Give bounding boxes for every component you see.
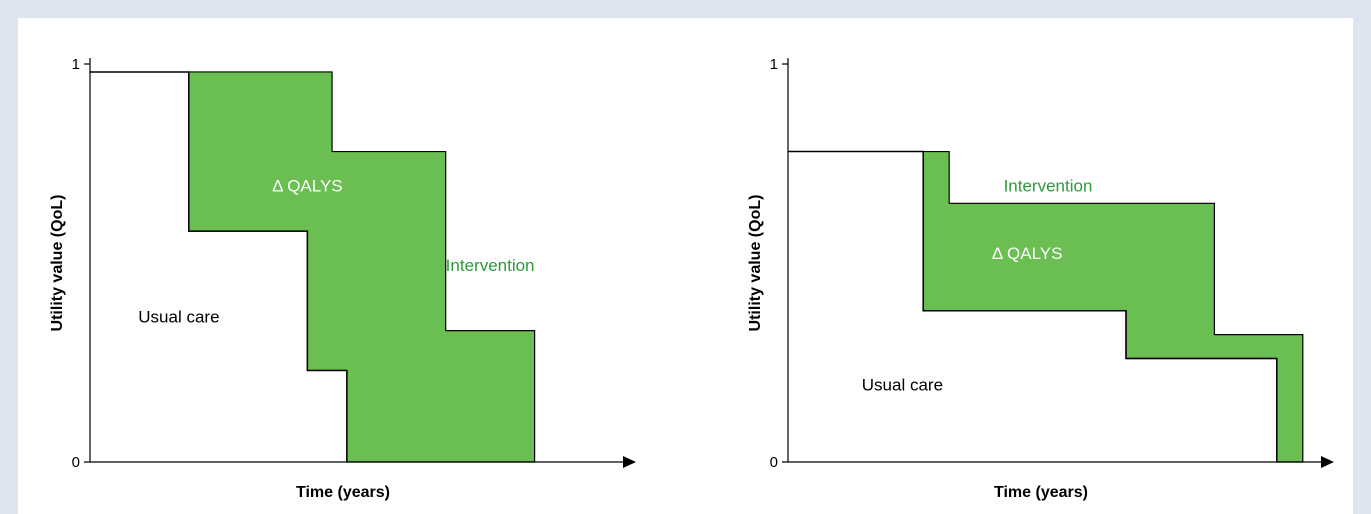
y-tick-label-top: 1 <box>72 56 80 73</box>
delta-label: Δ QALYS <box>272 176 343 195</box>
usual-care-line <box>788 150 1278 462</box>
usual-label: Usual care <box>138 308 219 327</box>
chart-2: 1 0 Time (years) Utility value (QoL) Interve… <box>747 56 1334 501</box>
intervention-label: Intervention <box>1004 176 1093 195</box>
figure-panel: 1 0 Time (years) Utility value (QoL) Δ QALYS… <box>18 18 1353 514</box>
chart-1: 1 0 Time (years) Utility value (QoL) Δ QALYS… <box>49 56 636 501</box>
y-tick-label-bottom: 0 <box>72 454 80 471</box>
usual-care-line <box>90 71 348 462</box>
usual-label: Usual care <box>862 375 943 394</box>
x-axis-title: Time (years) <box>296 484 390 501</box>
x-axis-arrow <box>623 456 636 468</box>
y-axis-title: Utility value (QoL) <box>747 195 764 332</box>
delta-label: Δ QALYS <box>992 244 1063 263</box>
qaly-area <box>922 150 1304 463</box>
x-axis-arrow <box>1321 456 1334 468</box>
y-tick-label-top: 1 <box>770 56 778 73</box>
intervention-label: Intervention <box>446 256 535 275</box>
qaly-step-charts: 1 0 Time (years) Utility value (QoL) Δ QALYS… <box>49 56 1334 501</box>
y-axis-title: Utility value (QoL) <box>49 195 66 332</box>
x-axis-title: Time (years) <box>994 484 1088 501</box>
y-tick-label-bottom: 0 <box>770 454 778 471</box>
